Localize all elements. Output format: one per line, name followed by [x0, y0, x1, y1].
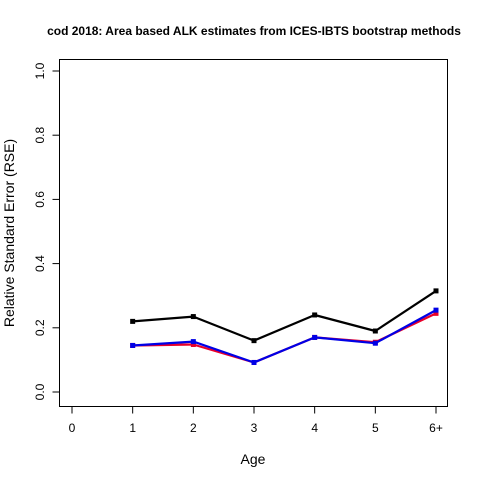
data-point: [130, 342, 136, 348]
y-axis-label: Relative Standard Error (RSE): [1, 139, 17, 327]
series-layer: [130, 288, 439, 365]
y-tick-label: 0.2: [33, 319, 47, 336]
data-point: [251, 338, 257, 344]
data-point: [251, 359, 257, 365]
y-tick-label: 0.0: [33, 383, 47, 400]
y-tick-label: 0.6: [33, 191, 47, 208]
data-point: [312, 334, 318, 340]
data-point: [130, 318, 136, 324]
series-line: [132, 309, 437, 364]
x-axis: 0 1 2 3 4 5 6+: [69, 406, 443, 435]
y-tick-label: 0.8: [33, 127, 47, 144]
x-tick-label: 4: [311, 421, 318, 435]
x-tick-label: 2: [190, 421, 197, 435]
data-point: [312, 312, 318, 318]
series-1: [130, 288, 439, 344]
data-point: [190, 341, 196, 347]
data-point: [433, 288, 439, 294]
x-tick-label: 3: [251, 421, 258, 435]
data-point: [433, 307, 439, 313]
y-tick-label: 0.4: [33, 255, 47, 272]
data-point: [190, 314, 196, 320]
data-point: [433, 310, 439, 316]
y-tick-label: 1.0: [33, 62, 47, 79]
data-point: [372, 328, 378, 334]
series-line: [132, 289, 437, 342]
series-3: [130, 307, 439, 365]
chart-title: cod 2018: Area based ALK estimates from …: [47, 24, 461, 38]
data-point: [190, 339, 196, 345]
x-axis-label: Age: [241, 451, 266, 467]
x-tick-label: 6+: [429, 421, 443, 435]
data-point: [372, 340, 378, 346]
x-tick-label: 1: [129, 421, 136, 435]
y-axis: 0.0 0.2 0.4 0.6 0.8 1.0: [33, 62, 60, 400]
x-tick-label: 5: [372, 421, 379, 435]
x-tick-label: 0: [69, 421, 76, 435]
